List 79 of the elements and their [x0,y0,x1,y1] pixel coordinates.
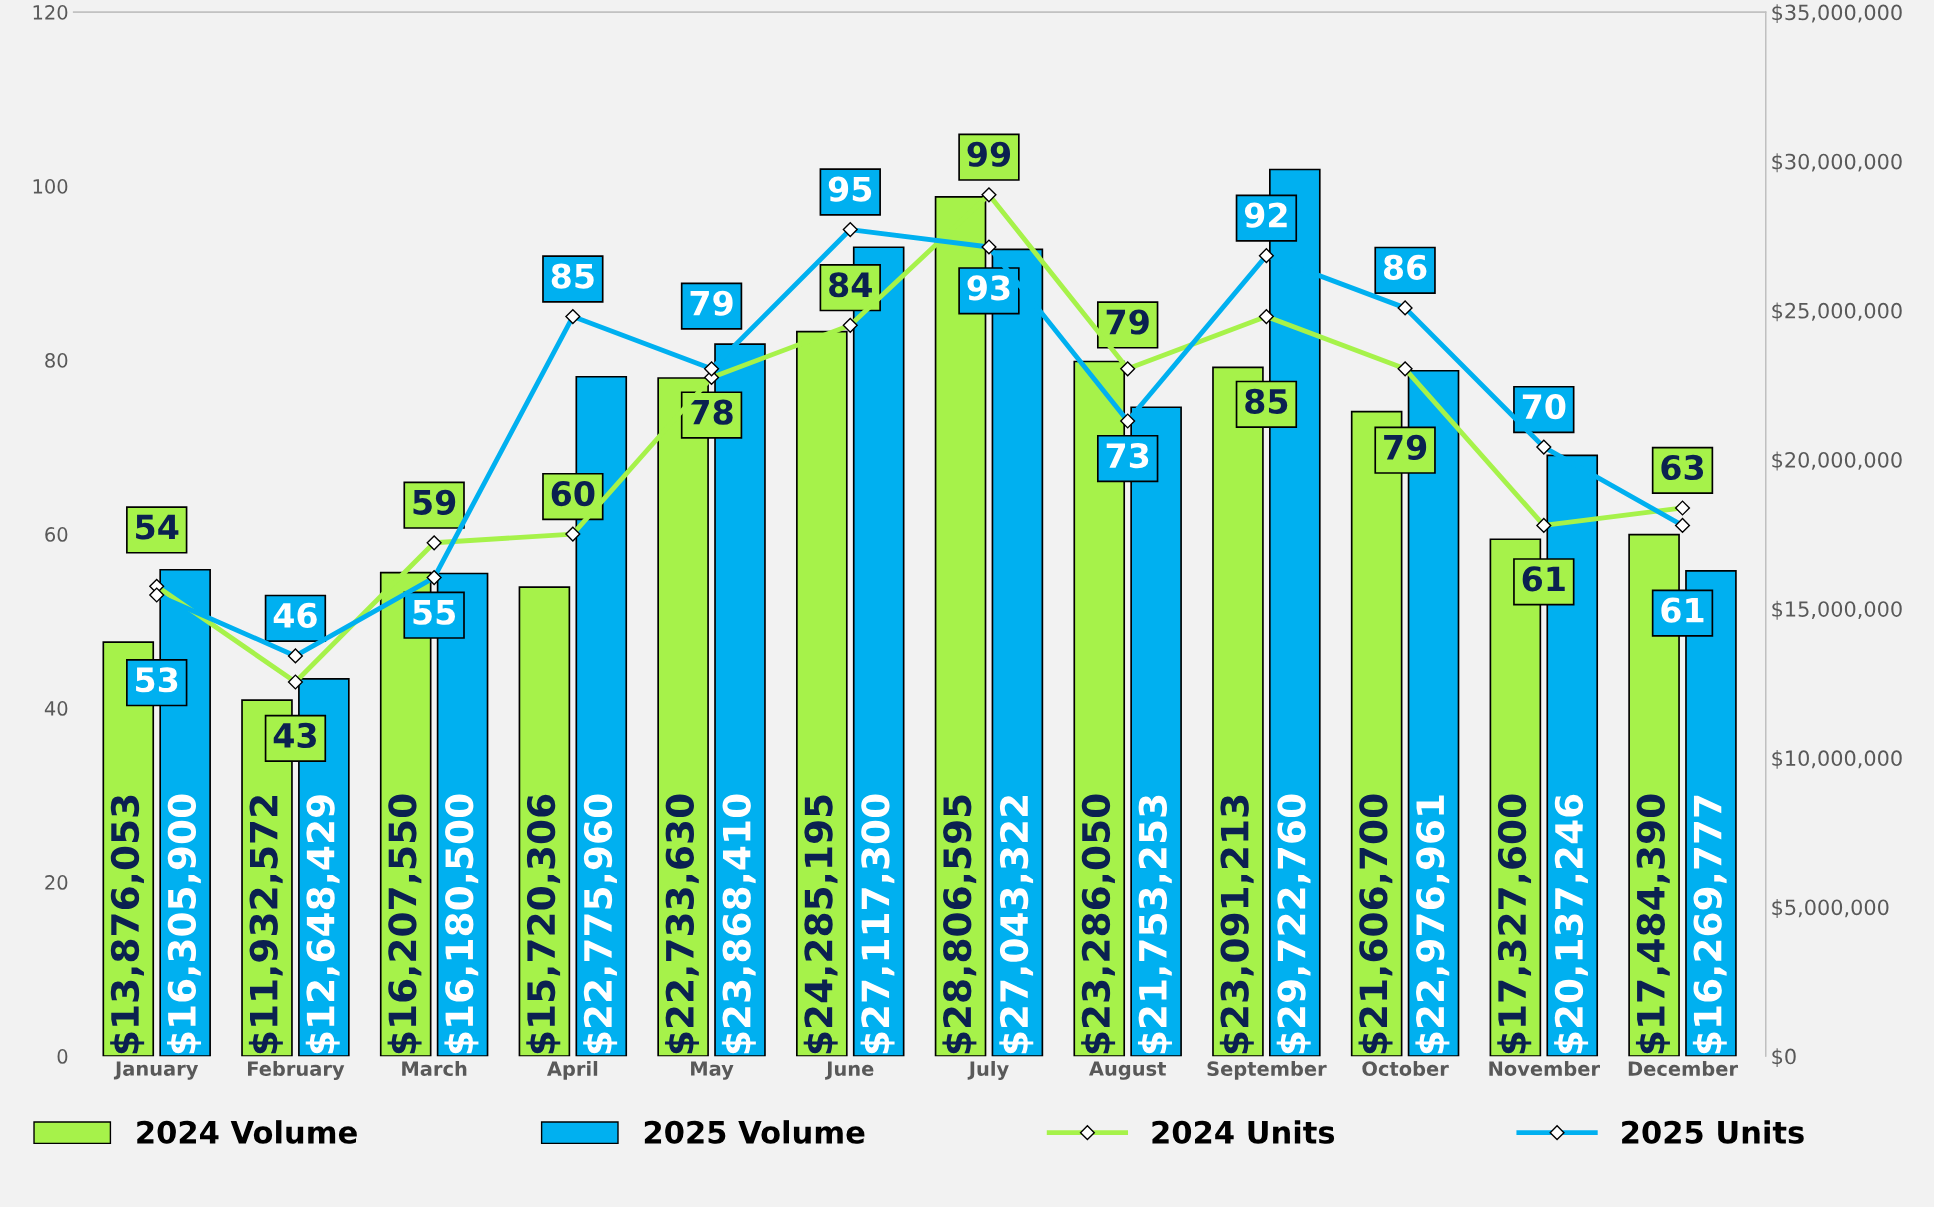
data-label: $27,117,300 [860,794,895,1054]
data-label: $16,180,500 [444,794,479,1054]
data-label: 43 [273,722,316,749]
x-tick-label: June [825,1061,874,1080]
data-label: $20,137,246 [1554,794,1589,1054]
data-label: 61 [1661,597,1704,623]
y2-tick-label: $10,000,000 [1772,749,1902,769]
data-label: 63 [1661,454,1704,481]
data-label: 73 [1106,443,1149,469]
y2-tick-label: $5,000,000 [1772,899,1889,918]
data-label: $12,648,429 [305,795,340,1054]
data-label: 95 [828,176,872,202]
data-label: 78 [690,399,733,425]
data-label: 79 [1106,309,1149,335]
data-label: 99 [967,141,1011,167]
data-label: $22,976,961 [1415,795,1450,1054]
data-label: $11,932,572 [248,796,283,1054]
data-label: $13,876,053 [110,795,145,1054]
x-tick-label: December [1628,1060,1738,1077]
data-label: $21,753,253 [1137,795,1172,1054]
y-tick-label: 120 [33,5,68,20]
y2-tick-label: $30,000,000 [1772,153,1902,173]
y-tick-label: 100 [33,179,68,194]
legend-label: 2024 Volume [137,1120,357,1144]
data-label: $21,606,700 [1358,794,1393,1054]
data-label: $16,269,777 [1692,795,1727,1054]
legend-label: 2025 Volume [644,1120,865,1144]
data-label: $17,484,390 [1635,794,1670,1054]
data-label: $17,327,600 [1497,794,1532,1054]
data-label: $24,285,195 [803,795,838,1054]
data-label: 53 [136,667,178,693]
y-tick-label: 20 [45,875,68,890]
data-label: $15,720,306 [526,794,561,1054]
x-tick-label: January [113,1061,199,1080]
data-label: 84 [829,272,872,298]
data-label: 61 [1522,566,1565,592]
y2-tick-label: $25,000,000 [1772,302,1902,322]
y-tick-label: 60 [45,527,68,542]
legend-label: 2025 Units [1622,1120,1804,1144]
data-label: 55 [413,600,455,625]
x-tick-label: September [1207,1060,1327,1080]
data-label: 93 [967,275,1010,301]
data-label: $27,043,322 [999,796,1034,1054]
data-label: 92 [1244,202,1287,228]
y2-tick-label: $35,000,000 [1772,4,1902,24]
data-label: $29,722,760 [1276,794,1311,1054]
data-label: 54 [136,514,179,540]
data-label: $23,286,050 [1081,794,1116,1054]
x-tick-label: March [402,1060,467,1077]
y2-tick-label: $15,000,000 [1772,600,1902,620]
data-label: 85 [1245,388,1288,414]
data-label: $16,305,900 [167,794,202,1054]
data-label: $16,207,550 [387,794,422,1054]
data-label: $23,091,213 [1219,795,1254,1054]
data-label: 70 [1522,393,1566,420]
legend-label: 2024 Units [1152,1120,1335,1144]
data-label: $22,733,630 [664,794,699,1054]
y2-tick-label: $0 [1772,1048,1796,1068]
data-label: 86 [1383,254,1427,280]
x-tick-label: February [248,1060,345,1080]
data-label: 79 [690,290,733,316]
data-label: 59 [413,489,456,515]
data-label: 85 [551,263,594,289]
y-tick-label: 0 [57,1049,68,1064]
data-label: 60 [551,480,595,507]
x-tick-label: July [967,1060,1009,1080]
x-tick-label: October [1362,1060,1449,1077]
x-tick-label: April [547,1060,598,1080]
data-label: $28,806,595 [942,795,977,1054]
data-label: $22,775,960 [583,794,618,1054]
x-tick-label: November [1489,1060,1600,1077]
y2-tick-label: $20,000,000 [1772,451,1902,471]
data-label: $23,868,410 [721,794,756,1054]
y-tick-label: 40 [44,701,68,716]
data-label: 79 [1384,434,1427,460]
y-tick-label: 80 [45,353,68,368]
x-tick-label: May [691,1061,734,1080]
data-label: 46 [273,602,317,628]
x-tick-label: August [1089,1061,1166,1080]
